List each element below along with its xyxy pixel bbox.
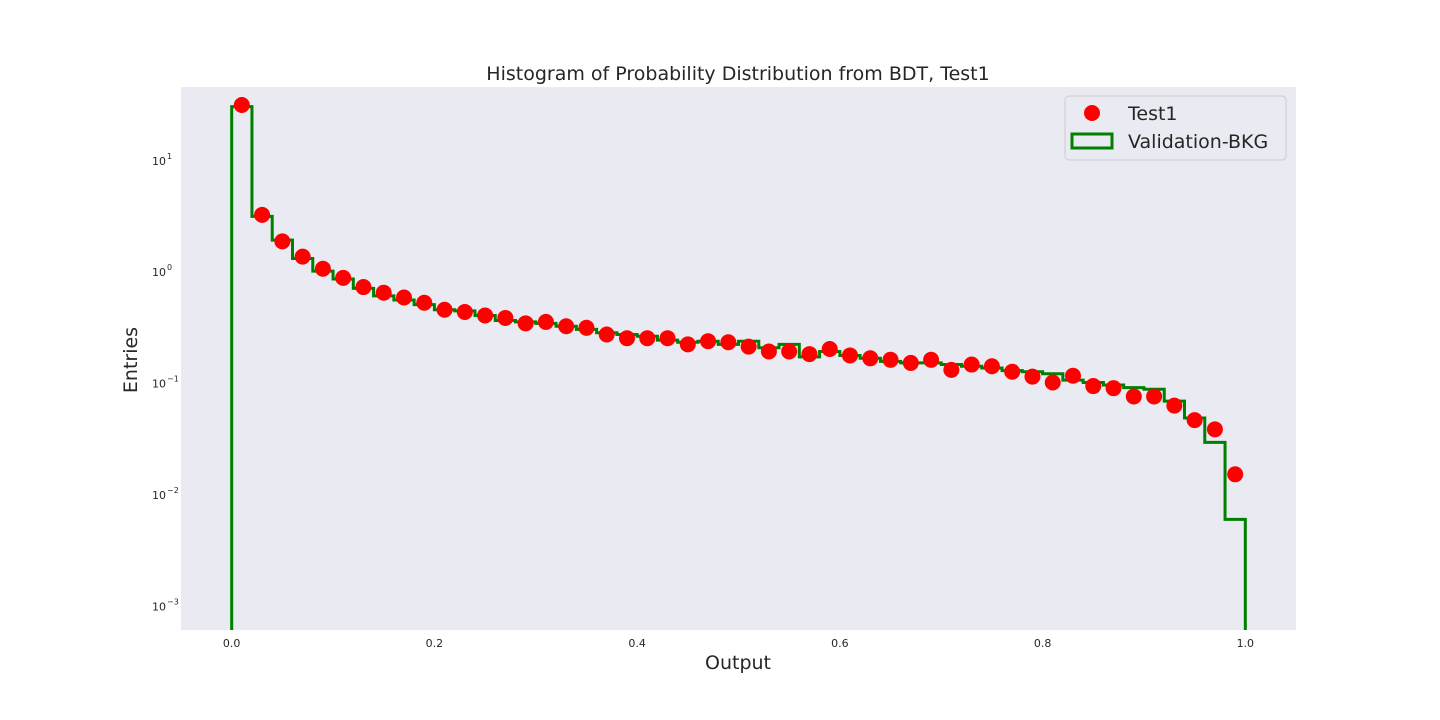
y-tick-label: 10 −2	[152, 486, 179, 502]
data-point	[1146, 388, 1163, 405]
data-point	[1125, 388, 1142, 405]
data-point	[396, 289, 412, 306]
data-point	[963, 356, 980, 373]
data-point	[416, 294, 433, 311]
data-point	[821, 340, 838, 357]
data-point	[943, 361, 960, 378]
legend-label-test1: Test1	[1127, 103, 1178, 125]
x-tick-label: 0.0	[223, 637, 241, 650]
y-tick-label: 10 0	[152, 263, 172, 279]
data-point	[740, 338, 757, 355]
data-point	[1085, 378, 1102, 395]
data-point	[1065, 367, 1081, 384]
x-tick-label: 0.4	[628, 637, 646, 650]
y-tick-exponent: −2	[167, 486, 179, 495]
data-point	[679, 336, 696, 353]
data-point	[1044, 374, 1061, 391]
y-tick-exponent: 1	[167, 152, 172, 161]
data-point	[375, 284, 392, 301]
data-point	[578, 319, 595, 336]
data-point	[537, 313, 554, 330]
y-tick-exponent: −1	[167, 375, 179, 384]
data-point	[1024, 368, 1041, 385]
data-point	[355, 279, 372, 296]
data-point	[801, 346, 818, 363]
y-tick-exponent: −3	[167, 597, 179, 606]
plot-area	[181, 87, 1296, 630]
chart-title: Histogram of Probability Distribution fr…	[486, 63, 989, 85]
y-tick-base: 10	[152, 155, 166, 168]
x-tick-label: 0.2	[426, 637, 444, 650]
data-point	[558, 318, 575, 335]
data-point	[1004, 363, 1021, 380]
y-tick-label: 10 1	[152, 152, 172, 168]
data-point	[862, 350, 879, 367]
data-point	[923, 351, 940, 368]
data-point	[1206, 421, 1223, 438]
y-tick-label: 10 −3	[152, 597, 179, 613]
x-tick-label: 0.8	[1034, 637, 1052, 650]
data-point	[639, 330, 656, 347]
data-point	[902, 354, 919, 371]
x-tick-labels: 0.0 0.2 0.4 0.6 0.8 1.0	[223, 637, 1254, 650]
data-point	[1105, 380, 1122, 397]
data-point	[274, 233, 291, 250]
y-tick-base: 10	[152, 600, 166, 613]
y-tick-base: 10	[152, 378, 166, 391]
data-point	[497, 309, 514, 326]
data-point	[842, 347, 858, 364]
step-line	[230, 105, 1247, 630]
y-tick-base: 10	[152, 489, 166, 502]
data-point	[598, 326, 615, 343]
data-point	[294, 248, 311, 265]
data-point	[760, 343, 777, 360]
data-point	[1166, 397, 1183, 414]
y-tick-base: 10	[152, 266, 166, 279]
validation-bkg-step-histogram	[230, 105, 1247, 630]
legend-label-validation-bkg: Validation-BKG	[1128, 131, 1268, 153]
legend-marker-validation-bkg	[1070, 132, 1114, 150]
data-point	[314, 260, 331, 277]
data-point	[720, 334, 737, 351]
data-point	[619, 330, 635, 347]
y-tick-exponent: 0	[167, 263, 172, 272]
data-point	[659, 330, 676, 347]
y-tick-label: 10 −1	[152, 375, 179, 391]
data-point	[254, 206, 271, 223]
data-point	[233, 97, 250, 114]
x-axis-label: Output	[705, 652, 771, 674]
data-point	[456, 303, 473, 320]
data-point	[983, 358, 1000, 375]
legend-box	[1064, 95, 1287, 161]
data-point	[1227, 466, 1244, 483]
data-point	[882, 351, 899, 368]
data-point	[335, 269, 352, 286]
x-tick-label: 0.6	[831, 637, 849, 650]
data-point	[436, 301, 453, 318]
x-tick-label: 1.0	[1237, 637, 1255, 650]
data-point	[781, 343, 798, 360]
data-point	[1186, 412, 1203, 429]
legend: Test1 Validation-BKG	[1064, 95, 1287, 161]
data-point	[517, 315, 534, 332]
legend-marker-test1	[1084, 105, 1100, 121]
test1-points	[233, 97, 1244, 483]
data-point	[477, 307, 494, 324]
y-axis-label: Entries	[120, 327, 142, 393]
data-point	[700, 333, 717, 350]
